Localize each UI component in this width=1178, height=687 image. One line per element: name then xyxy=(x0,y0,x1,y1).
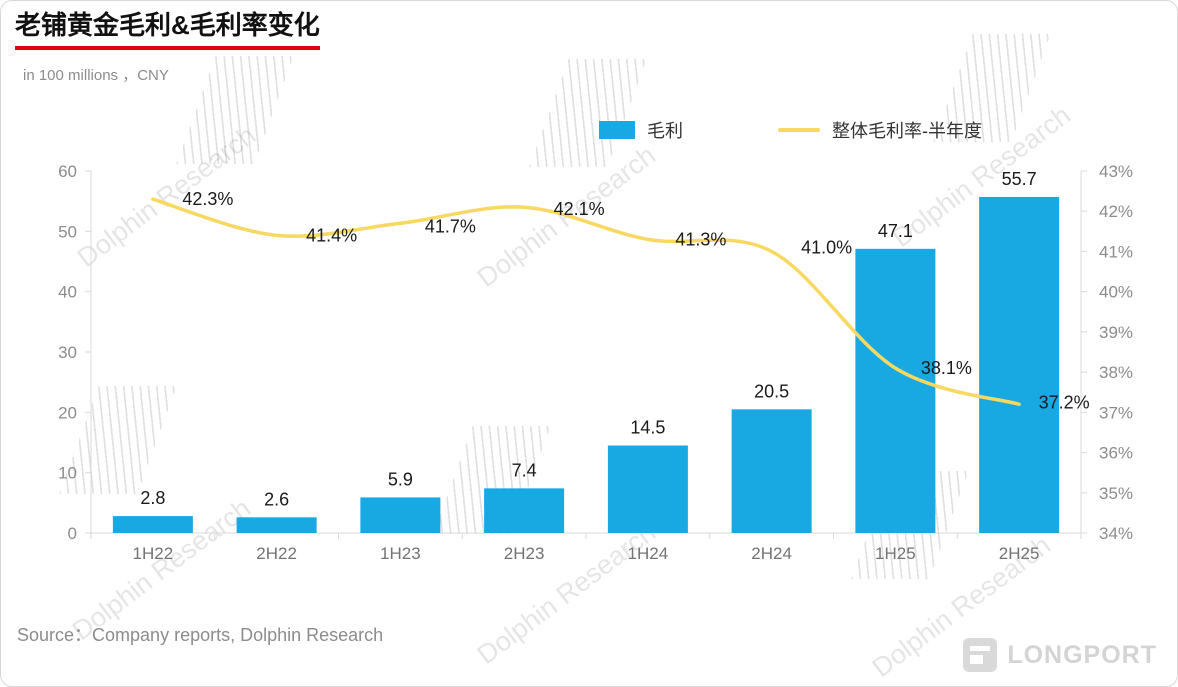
bar-value-label: 2.8 xyxy=(140,488,165,508)
left-axis-tick-label: 0 xyxy=(68,524,77,543)
axis-unit-label: in 100 millions ，CNY xyxy=(23,66,169,84)
bar xyxy=(112,516,193,533)
left-axis-tick-label: 50 xyxy=(58,222,77,241)
right-axis-tick-label: 40% xyxy=(1099,283,1133,302)
bar xyxy=(607,445,688,533)
bar xyxy=(731,409,812,533)
x-axis-category-label: 1H25 xyxy=(875,544,916,563)
right-axis-tick-label: 35% xyxy=(1099,484,1133,503)
x-axis-category-label: 2H25 xyxy=(999,544,1040,563)
right-axis-tick-label: 42% xyxy=(1099,202,1133,221)
watermark-stripes xyxy=(529,59,647,167)
right-axis-tick-label: 36% xyxy=(1099,444,1133,463)
right-axis-tick-label: 43% xyxy=(1099,162,1133,181)
legend-line-label: 整体毛利率-半年度 xyxy=(832,121,982,141)
left-axis-tick-label: 10 xyxy=(58,464,77,483)
bar xyxy=(484,488,565,533)
bar-value-label: 14.5 xyxy=(630,418,665,438)
bar-value-label: 5.9 xyxy=(388,469,413,489)
longport-logo-text: LONGPORT xyxy=(1007,640,1157,669)
watermark-stripes xyxy=(59,386,177,494)
line-value-label: 37.2% xyxy=(1039,392,1090,412)
bar-value-label: 47.1 xyxy=(878,221,913,241)
bar xyxy=(360,497,441,533)
left-axis-tick-label: 30 xyxy=(58,343,77,362)
line-value-label: 42.3% xyxy=(182,189,233,209)
source-note: Source：Company reports, Dolphin Research xyxy=(17,625,384,645)
line-value-label: 41.0% xyxy=(801,237,852,257)
x-axis-category-label: 2H22 xyxy=(256,544,297,563)
right-axis-tick-label: 39% xyxy=(1099,323,1133,342)
longport-logo-icon xyxy=(963,638,998,672)
x-axis-category-label: 2H23 xyxy=(504,544,545,563)
margin-line xyxy=(151,197,1021,407)
bar-swatch-icon xyxy=(599,121,635,139)
page-title: 老铺黄金毛利&毛利率变化 xyxy=(15,9,320,50)
bar xyxy=(855,248,936,533)
bar xyxy=(979,196,1060,533)
watermark-text: Dolphin Research xyxy=(71,119,262,274)
bar-value-label: 20.5 xyxy=(754,381,789,401)
legend: 毛利 整体毛利率-半年度 xyxy=(599,117,982,143)
right-axis-tick-label: 37% xyxy=(1099,403,1133,422)
line-value-label: 38.1% xyxy=(921,358,972,378)
right-axis-tick-label: 34% xyxy=(1099,524,1133,543)
bar-value-label: 2.6 xyxy=(264,489,289,509)
line-value-label: 42.1% xyxy=(554,199,605,219)
right-axis-tick-label: 38% xyxy=(1099,363,1133,382)
line-swatch-icon xyxy=(778,128,820,132)
watermark-stripes xyxy=(851,471,969,579)
line-value-label: 41.4% xyxy=(306,225,357,245)
watermark-stripes xyxy=(433,426,551,534)
left-axis-tick-label: 20 xyxy=(58,403,77,422)
x-axis-category-label: 1H23 xyxy=(380,544,421,563)
chart-header: 老铺黄金毛利&毛利率变化 in 100 millions ，CNY xyxy=(15,9,320,85)
x-axis-category-label: 1H24 xyxy=(628,544,669,563)
bar-value-label: 55.7 xyxy=(1002,169,1037,189)
watermark-text: Dolphin Research xyxy=(471,139,662,294)
watermark-text: Dolphin Research xyxy=(471,516,662,671)
x-axis-category-label: 1H22 xyxy=(133,544,174,563)
left-axis-tick-label: 60 xyxy=(58,162,77,181)
x-axis-category-label: 2H24 xyxy=(751,544,792,563)
line-value-label: 41.3% xyxy=(675,229,726,249)
line-value-label: 41.7% xyxy=(425,216,476,236)
longport-logo: LONGPORT xyxy=(963,638,1157,672)
left-axis-tick-label: 40 xyxy=(58,283,77,302)
bar-value-label: 7.4 xyxy=(512,460,537,480)
bar xyxy=(236,517,317,533)
legend-item-bar: 毛利 xyxy=(599,117,683,143)
legend-item-line: 整体毛利率-半年度 xyxy=(778,117,982,143)
legend-bar-label: 毛利 xyxy=(647,121,683,141)
right-axis-tick-label: 41% xyxy=(1099,242,1133,261)
